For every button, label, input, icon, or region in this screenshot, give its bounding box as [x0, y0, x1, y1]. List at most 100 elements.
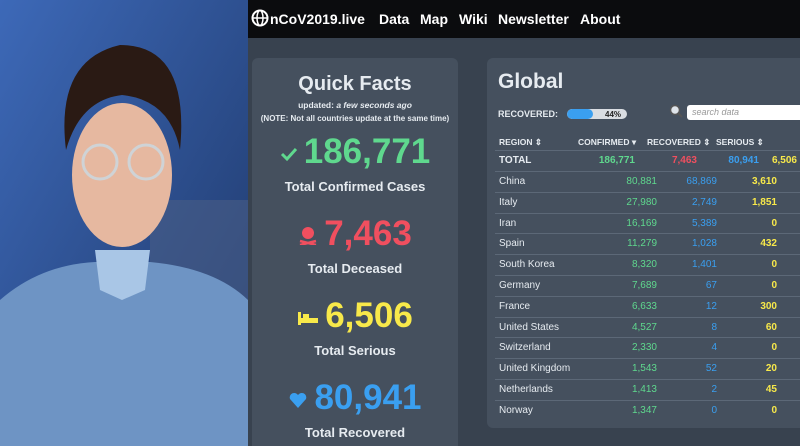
cell-value: 16,169	[626, 217, 657, 229]
heart-icon	[290, 392, 307, 408]
region-name: Italy	[499, 196, 518, 208]
total-value: 80,941	[728, 155, 759, 166]
quick-facts-panel: Quick Facts updated: a few seconds ago (…	[252, 58, 458, 446]
cell-value: 20	[765, 363, 777, 375]
cell-value: 432	[760, 238, 777, 250]
row-divider	[495, 233, 800, 235]
row-divider	[495, 275, 800, 276]
glasses	[81, 143, 119, 181]
stat: 186,771	[252, 132, 458, 172]
globe-icon	[251, 9, 269, 27]
collar	[95, 250, 150, 300]
cell-value: 1,413	[631, 384, 657, 395]
stat-value: 80,941	[314, 378, 422, 417]
stat-value: 6,506	[325, 296, 413, 335]
updated-label: updated:	[298, 100, 334, 110]
navbar: nCoV2019.live Data Map Wiki Newsletter A…	[248, 0, 800, 38]
cell-value: 67	[705, 280, 717, 291]
recovered-label: RECOVERED:	[498, 109, 559, 119]
search-input[interactable]: search data	[687, 105, 800, 120]
skull-icon	[299, 227, 317, 247]
nav-link[interactable]: Newsletter	[498, 11, 569, 27]
cell-value: 5,389	[691, 217, 717, 229]
cell-value: 3,610	[751, 176, 777, 187]
global-panel: Global RECOVERED: 44% search data REGION…	[487, 58, 800, 428]
region-name: Spain	[499, 238, 525, 250]
row-divider	[495, 295, 800, 297]
updated-value: a few seconds ago	[336, 100, 412, 110]
check-icon	[280, 147, 297, 162]
row-divider	[495, 150, 800, 151]
nav-link[interactable]: About	[580, 11, 621, 27]
website: nCoV2019.live Data Map Wiki Newsletter A…	[248, 0, 800, 446]
stat: 6,506	[252, 296, 458, 336]
cell-value: 0	[771, 217, 777, 229]
column-header[interactable]: REGION ⇕	[499, 137, 543, 147]
cell-value: 0	[771, 259, 777, 271]
row-divider	[495, 191, 800, 193]
cell-value: 52	[705, 363, 717, 375]
cell-value: 1,851	[751, 196, 777, 208]
stat-label: Total Serious	[314, 343, 396, 358]
cell-value: 0	[771, 404, 777, 416]
panel-title: Quick Facts	[298, 73, 412, 95]
stat-value: 7,463	[324, 214, 412, 253]
region-name: United Kingdom	[499, 363, 571, 375]
cell-value: 0	[711, 404, 717, 416]
nav-link[interactable]: Data	[379, 11, 410, 27]
region-name: Switzerland	[499, 342, 551, 354]
panel-title: Global	[498, 70, 564, 93]
row-divider	[495, 358, 800, 360]
cell-value: 8,320	[631, 259, 657, 271]
cell-value: 6,633	[631, 300, 657, 312]
total-value: 6,506	[771, 155, 797, 166]
region-name: United States	[499, 321, 560, 333]
progress-track	[567, 109, 627, 119]
progress-label: 44%	[605, 110, 622, 119]
row-divider	[495, 379, 800, 380]
face	[72, 103, 172, 247]
nav-link[interactable]: Wiki	[459, 11, 488, 27]
hair	[64, 45, 182, 150]
data-table: REGION ⇕ CONFIRMED ▾ RECOVERED ⇕ SERIOUS ⇕ T…	[487, 58, 800, 428]
column-header[interactable]: RECOVERED ⇕	[647, 137, 711, 147]
region-name: Iran	[499, 217, 517, 229]
cell-value: 80,881	[626, 176, 657, 187]
cell-value: 4	[711, 342, 717, 354]
note: (NOTE: Not all countries update at the s…	[260, 114, 450, 123]
region-name: China	[499, 176, 526, 187]
row-divider	[495, 212, 800, 214]
cell-value: 0	[771, 342, 777, 354]
total-label: TOTAL	[499, 155, 532, 166]
cell-value: 0	[771, 280, 777, 291]
cell-value: 1,543	[631, 363, 657, 375]
total-value: 7,463	[671, 155, 697, 166]
cell-value: 68,869	[686, 176, 717, 187]
column-header[interactable]: SERIOUS ⇕	[716, 137, 764, 147]
row-divider	[495, 316, 800, 318]
column-header[interactable]: CONFIRMED ▾	[578, 137, 637, 147]
row-divider	[495, 399, 800, 401]
total-value: 186,771	[598, 155, 635, 166]
stat-label: Total Confirmed Cases	[284, 179, 426, 194]
progress-bar	[567, 109, 594, 119]
cell-value: 12	[705, 300, 717, 312]
cell-value: 27,980	[626, 196, 657, 208]
cell-value: 8	[711, 321, 717, 333]
brand[interactable]: nCoV2019.live	[270, 11, 365, 27]
updated: updated: a few seconds ago	[252, 100, 458, 110]
sweater	[0, 262, 248, 446]
stat-label: Total Recovered	[304, 425, 406, 440]
video-feed	[0, 0, 248, 446]
cell-value: 11,279	[627, 238, 657, 250]
nav-link[interactable]: Map	[420, 11, 448, 27]
region-name: Netherlands	[499, 384, 553, 395]
cell-value: 2,749	[691, 196, 717, 208]
row-divider	[495, 337, 800, 339]
row-divider	[495, 254, 800, 256]
row-divider	[495, 171, 800, 172]
cell-value: 45	[765, 384, 777, 395]
cell-value: 2	[711, 384, 717, 395]
region-name: Norway	[499, 404, 533, 416]
